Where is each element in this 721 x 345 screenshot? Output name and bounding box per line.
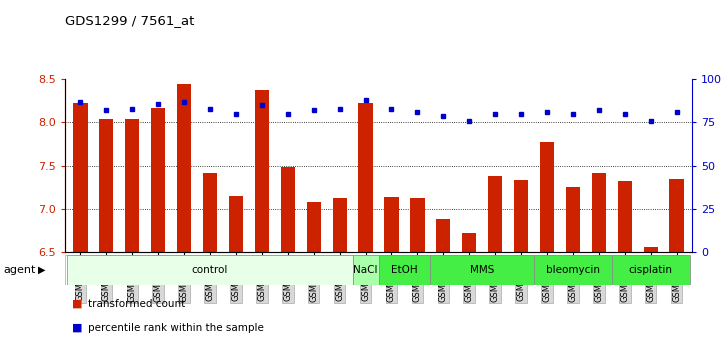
Bar bbox=[410, 197, 425, 252]
Bar bbox=[332, 198, 347, 252]
Bar bbox=[644, 247, 658, 252]
Bar bbox=[255, 90, 269, 252]
Bar bbox=[74, 104, 87, 252]
Bar bbox=[514, 180, 528, 252]
Text: cisplatin: cisplatin bbox=[629, 265, 673, 275]
Bar bbox=[177, 84, 191, 252]
Text: ■: ■ bbox=[72, 323, 83, 333]
Text: MMS: MMS bbox=[470, 265, 495, 275]
Bar bbox=[436, 219, 451, 252]
Text: control: control bbox=[192, 265, 229, 275]
Bar bbox=[566, 187, 580, 252]
Bar bbox=[534, 255, 612, 285]
Bar bbox=[353, 255, 379, 285]
Bar bbox=[99, 119, 113, 252]
Bar bbox=[462, 233, 477, 252]
Text: ■: ■ bbox=[72, 299, 83, 308]
Bar bbox=[306, 202, 321, 252]
Bar bbox=[612, 255, 689, 285]
Text: ▶: ▶ bbox=[38, 265, 45, 275]
Bar bbox=[592, 172, 606, 252]
Bar bbox=[540, 142, 554, 252]
Text: EtOH: EtOH bbox=[391, 265, 417, 275]
Text: agent: agent bbox=[4, 265, 36, 275]
Bar bbox=[488, 176, 503, 252]
Bar bbox=[151, 108, 165, 252]
Bar bbox=[618, 181, 632, 252]
Text: bleomycin: bleomycin bbox=[546, 265, 600, 275]
Text: GDS1299 / 7561_at: GDS1299 / 7561_at bbox=[65, 14, 194, 27]
Bar bbox=[229, 196, 243, 252]
Bar bbox=[379, 255, 430, 285]
Bar bbox=[68, 255, 353, 285]
Bar bbox=[670, 179, 684, 252]
Bar bbox=[358, 104, 373, 252]
Bar bbox=[384, 197, 399, 252]
Text: transformed count: transformed count bbox=[88, 299, 185, 308]
Bar bbox=[203, 173, 217, 252]
Text: NaCl: NaCl bbox=[353, 265, 378, 275]
Text: percentile rank within the sample: percentile rank within the sample bbox=[88, 323, 264, 333]
Bar bbox=[430, 255, 534, 285]
Bar bbox=[125, 119, 139, 252]
Bar bbox=[280, 167, 295, 252]
